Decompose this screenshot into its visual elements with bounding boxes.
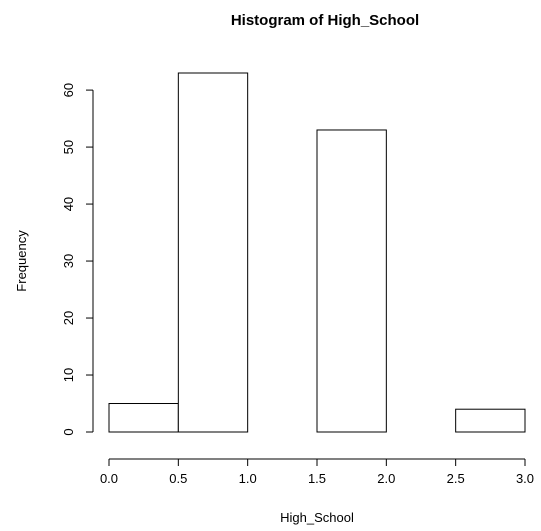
histogram-bar-1 (177, 72, 249, 433)
chart-title: Histogram of High_School (231, 12, 419, 29)
x-axis-label: High_School (280, 510, 354, 525)
y-tick-label-1: 10 (61, 368, 76, 382)
y-tick-label-6: 60 (61, 83, 76, 97)
x-tick-label-3: 1.5 (308, 471, 326, 486)
y-tick-label-2: 20 (61, 311, 76, 325)
x-tick-label-2: 1.0 (239, 471, 257, 486)
x-tick-label-0: 0.0 (100, 471, 118, 486)
histogram-bar-3 (316, 129, 387, 433)
bars-group (108, 72, 526, 433)
y-tick-label-3: 30 (61, 254, 76, 268)
y-tick-label-0: 0 (61, 428, 76, 435)
y-axis-label: Frequency (14, 230, 29, 292)
y-tick-label-4: 40 (61, 197, 76, 211)
x-tick-label-5: 2.5 (447, 471, 465, 486)
histogram-bar-0 (108, 403, 179, 433)
x-tick-label-6: 3.0 (516, 471, 534, 486)
x-tick-label-1: 0.5 (169, 471, 187, 486)
histogram-bar-5 (455, 408, 526, 433)
y-axis: 0 10 20 30 40 50 60 (61, 83, 94, 436)
y-tick-label-5: 50 (61, 140, 76, 154)
x-tick-label-4: 2.0 (377, 471, 395, 486)
x-axis: 0.0 0.5 1.0 1.5 2.0 2.5 3.0 (100, 458, 534, 486)
